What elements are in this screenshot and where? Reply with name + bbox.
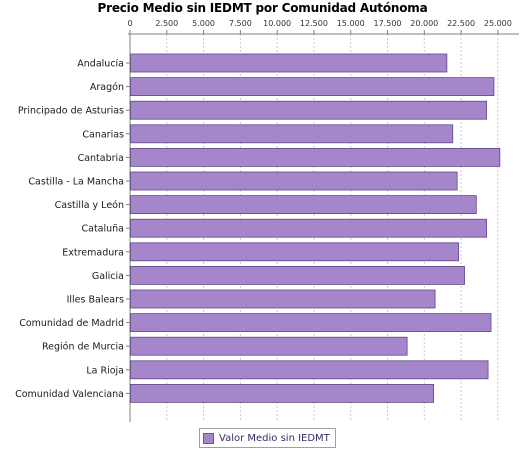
bar xyxy=(130,77,495,96)
bar xyxy=(130,242,460,262)
bar xyxy=(130,171,458,191)
category-label: Cantabria xyxy=(78,153,124,164)
category-label: Castilla y León xyxy=(55,200,124,211)
category-label: Illes Balears xyxy=(67,295,124,306)
bar xyxy=(130,360,489,380)
bar xyxy=(130,265,465,285)
x-tick-label: 25.000 xyxy=(484,19,512,28)
x-tick-label: 15.000 xyxy=(337,19,365,28)
bar xyxy=(130,124,454,144)
bar xyxy=(130,313,492,333)
bar xyxy=(130,336,408,356)
bar xyxy=(130,383,435,403)
category-label: Canarias xyxy=(82,129,124,140)
bars xyxy=(130,53,501,403)
legend-swatch xyxy=(203,432,214,444)
chart-title: Precio Medio sin IEDMT por Comunidad Aut… xyxy=(97,1,428,15)
x-tick-label: 17.500 xyxy=(374,19,402,28)
category-labels: Andalucía Aragón Principado de Asturias Can… xyxy=(15,59,124,400)
gridlines xyxy=(166,34,499,422)
x-tick-label: 7.500 xyxy=(229,19,252,28)
x-tick-label: 12.500 xyxy=(300,19,328,28)
category-label: Cataluña xyxy=(81,224,124,235)
category-label: Comunidad Valenciana xyxy=(15,389,124,400)
category-label: Región de Murcia xyxy=(42,342,124,353)
category-label: Andalucía xyxy=(77,59,124,70)
x-tick-label: 0 xyxy=(127,19,132,28)
category-label: Principado de Asturias xyxy=(18,106,124,117)
category-label: Aragón xyxy=(90,82,124,93)
bar xyxy=(130,218,487,238)
bar xyxy=(130,289,436,309)
category-label: Castilla - La Mancha xyxy=(28,177,124,188)
axes xyxy=(126,30,519,422)
legend-label: Valor Medio sin IEDMT xyxy=(219,432,330,444)
x-tick-label: 20.000 xyxy=(410,19,438,28)
category-label: Galicia xyxy=(92,271,124,282)
x-tick-label: 2.500 xyxy=(155,19,178,28)
bar xyxy=(130,147,501,167)
category-label: Extremadura xyxy=(62,247,124,258)
x-tick-label: 10.000 xyxy=(263,19,291,28)
bar xyxy=(130,195,477,215)
x-tick-label: 5.000 xyxy=(192,19,215,28)
category-label: Comunidad de Madrid xyxy=(19,318,124,329)
bar xyxy=(130,100,487,120)
x-tick-labels: 0 2.500 5.000 7.500 10.000 12.500 15.000 17.500… xyxy=(127,19,511,28)
x-tick-label: 22.500 xyxy=(447,19,475,28)
legend: Valor Medio sin IEDMT xyxy=(199,428,336,448)
category-label: La Rioja xyxy=(86,365,124,376)
bar xyxy=(130,53,448,73)
